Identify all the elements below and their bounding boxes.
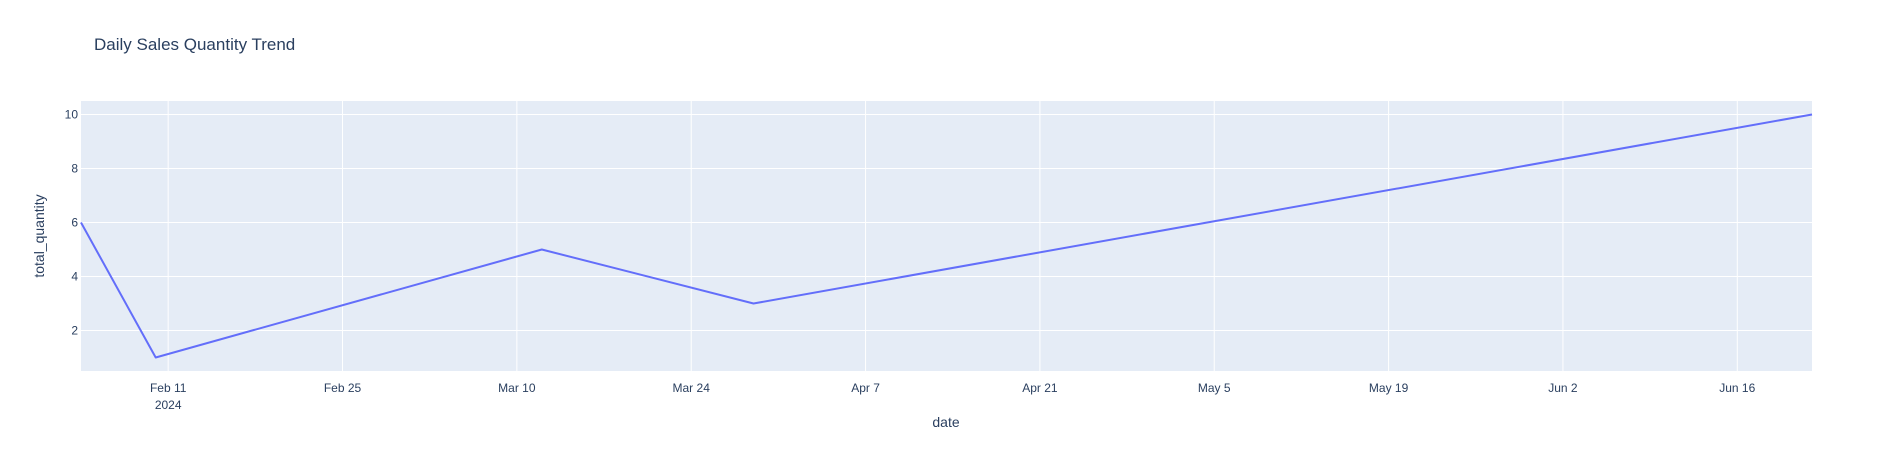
y-tick-label: 6	[71, 216, 78, 230]
x-tick-label: Feb 25	[324, 381, 362, 395]
y-tick-label: 4	[71, 270, 78, 284]
y-tick-label: 2	[71, 324, 78, 338]
x-axis-title: date	[932, 414, 959, 430]
x-tick-label: Mar 10	[498, 381, 536, 395]
x-tick-label: May 19	[1369, 381, 1409, 395]
x-tick-label: Apr 21	[1022, 381, 1058, 395]
x-tick-sublabel: 2024	[155, 398, 182, 412]
x-tick-label: Feb 11	[150, 381, 187, 395]
y-axis-title: total_quantity	[31, 194, 47, 277]
gridlines	[81, 101, 1812, 371]
y-tick-label: 8	[71, 162, 78, 176]
x-tick-label: Jun 16	[1719, 381, 1755, 395]
y-axis-ticks: 2 4 6 8 10	[65, 108, 79, 338]
x-tick-label: Mar 24	[673, 381, 711, 395]
plot-area	[81, 101, 1812, 371]
x-axis-ticks: Feb 11 2024 Feb 25 Mar 10 Mar 24 Apr 7 Apr 21 M…	[150, 381, 1756, 412]
x-tick-label: Jun 2	[1548, 381, 1578, 395]
chart-title: Daily Sales Quantity Trend	[94, 35, 295, 54]
series-layer	[80, 113, 1813, 359]
y-tick-label: 10	[65, 108, 79, 122]
x-tick-label: Apr 7	[851, 381, 880, 395]
series-line	[80, 113, 1813, 359]
x-tick-label: May 5	[1198, 381, 1231, 395]
